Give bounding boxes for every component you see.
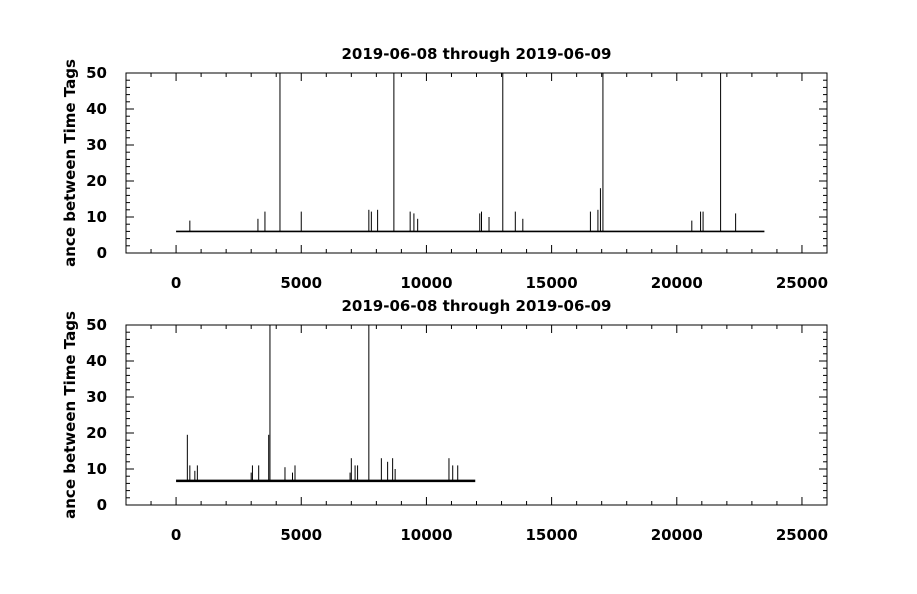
y-tick-label: 10	[86, 208, 107, 226]
x-tick-label: 5000	[280, 526, 322, 544]
x-tick-label: 25000	[776, 274, 828, 292]
y-tick-label: 50	[86, 316, 107, 334]
y-tick-label: 20	[86, 172, 107, 190]
plot-frame	[125, 72, 828, 254]
chart-title: 2019-06-08 through 2019-06-09	[342, 45, 612, 63]
x-tick-label: 20000	[651, 274, 703, 292]
y-tick-label: 40	[86, 100, 107, 118]
y-tick-label: 0	[97, 244, 107, 262]
y-tick-label: 40	[86, 352, 107, 370]
y-tick-label: 50	[86, 64, 107, 82]
x-tick-label: 20000	[651, 526, 703, 544]
x-tick-label: 15000	[526, 526, 578, 544]
series-line	[176, 325, 476, 483]
series-line	[176, 73, 765, 233]
x-tick-label: 10000	[400, 526, 452, 544]
y-tick-label: 20	[86, 424, 107, 442]
x-tick-label: 25000	[776, 526, 828, 544]
y-axis-label: ance between Time Tags	[61, 59, 79, 267]
y-tick-label: 0	[97, 496, 107, 514]
x-tick-label: 5000	[280, 274, 322, 292]
chart-panel-bottom: 2019-06-08 through 2019-06-09 ance betwee…	[61, 297, 828, 544]
y-tick-label: 30	[86, 388, 107, 406]
y-tick-label: 10	[86, 460, 107, 478]
plot-frame	[125, 324, 828, 506]
x-tick-label: 0	[171, 274, 181, 292]
chart-title: 2019-06-08 through 2019-06-09	[342, 297, 612, 315]
chart-panel-top: 2019-06-08 through 2019-06-09 ance betwee…	[61, 45, 828, 292]
y-axis-label: ance between Time Tags	[61, 311, 79, 519]
x-tick-label: 15000	[526, 274, 578, 292]
x-tick-label: 0	[171, 526, 181, 544]
y-tick-label: 30	[86, 136, 107, 154]
x-tick-label: 10000	[400, 274, 452, 292]
